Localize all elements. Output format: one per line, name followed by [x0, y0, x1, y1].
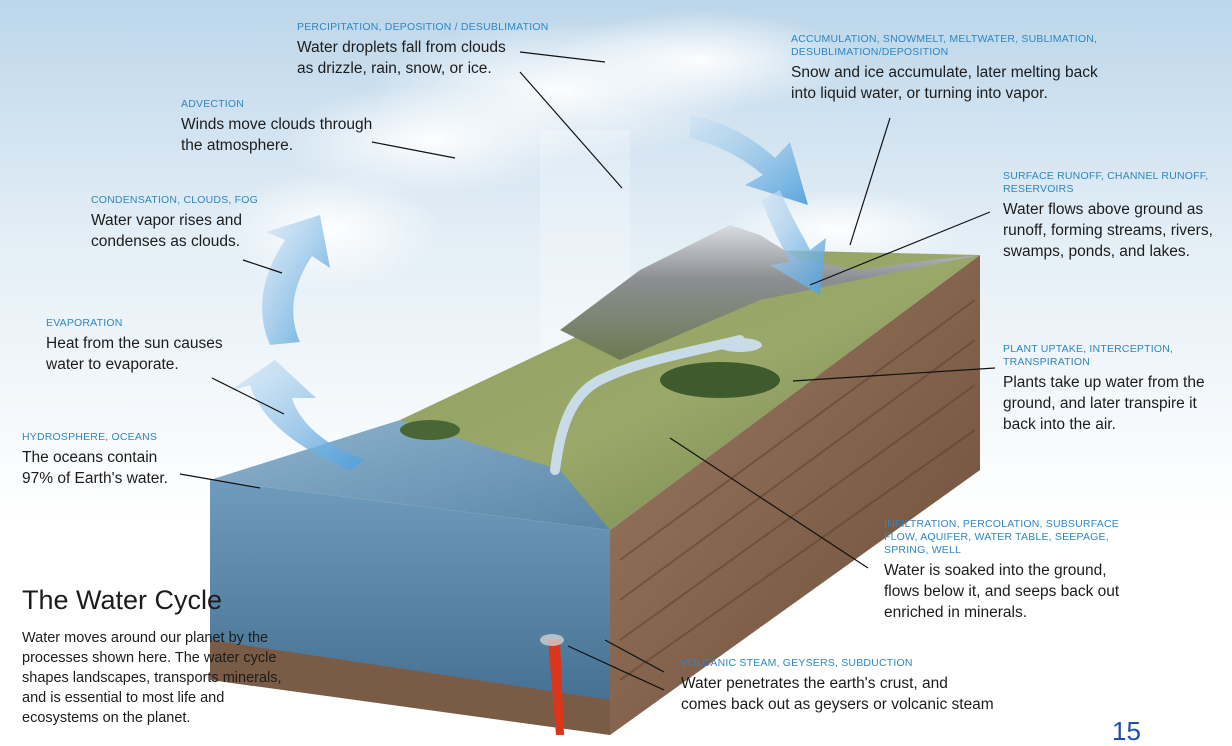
label-accumulation-heading: ACCUMULATION, SNOWMELT, MELTWATER, SUBLI… [791, 33, 1098, 58]
label-runoff: SURFACE RUNOFF, CHANNEL RUNOFF, RESERVOI… [1003, 170, 1213, 262]
label-hydrosphere-heading: HYDROSPHERE, OCEANS [22, 431, 158, 443]
label-plant-heading: PLANT UPTAKE, INTERCEPTION, TRANSPIRATIO… [1003, 343, 1174, 368]
page-number: 15 [1112, 716, 1141, 746]
label-evaporation-text: Heat from the sun causes water to evapor… [46, 335, 223, 373]
cycle-arrows [228, 115, 826, 470]
label-evaporation: EVAPORATION Heat from the sun causes wat… [46, 317, 223, 375]
label-infiltration-text: Water is soaked into the ground, flows b… [884, 562, 1120, 621]
label-volcanic: VOLCANIC STEAM, GEYSERS, SUBDUCTION Wate… [681, 657, 994, 715]
leader-lines [179, 51, 996, 691]
label-accumulation: ACCUMULATION, SNOWMELT, MELTWATER, SUBLI… [791, 33, 1098, 104]
diagram-intro: Water moves around our planet by the pro… [22, 630, 282, 726]
label-condensation: CONDENSATION, CLOUDS, FOG Water vapor ri… [91, 194, 258, 252]
label-plant: PLANT UPTAKE, INTERCEPTION, TRANSPIRATIO… [1003, 343, 1205, 435]
label-condensation-text: Water vapor rises and condenses as cloud… [91, 212, 243, 250]
label-condensation-heading: CONDENSATION, CLOUDS, FOG [91, 194, 258, 206]
label-volcanic-text: Water penetrates the earth's crust, and … [681, 675, 994, 713]
label-advection-heading: ADVECTION [181, 98, 245, 110]
label-precipitation: PERCIPITATION, DEPOSITION / DESUBLIMATIO… [297, 21, 548, 79]
label-precipitation-heading: PERCIPITATION, DEPOSITION / DESUBLIMATIO… [297, 21, 549, 33]
label-advection: ADVECTION Winds move clouds through the … [181, 98, 372, 156]
ocean-surface [210, 420, 610, 530]
diagram-title: The Water Cycle [22, 585, 223, 615]
label-plant-text: Plants take up water from the ground, an… [1003, 374, 1205, 433]
label-runoff-heading: SURFACE RUNOFF, CHANNEL RUNOFF, RESERVOI… [1003, 170, 1209, 195]
lava [548, 640, 564, 735]
label-hydrosphere-text: The oceans contain 97% of Earth's water. [22, 449, 168, 487]
river [550, 335, 745, 475]
label-volcanic-heading: VOLCANIC STEAM, GEYSERS, SUBDUCTION [681, 657, 913, 669]
label-precipitation-text: Water droplets fall from clouds as drizz… [297, 39, 506, 77]
label-infiltration: INFILTRATION, PERCOLATION, SUBSURFACE FL… [884, 518, 1119, 623]
label-runoff-text: Water flows above ground as runoff, form… [1003, 201, 1213, 260]
label-accumulation-text: Snow and ice accumulate, later melting b… [791, 64, 1098, 102]
mountain [560, 225, 980, 360]
label-infiltration-heading: INFILTRATION, PERCOLATION, SUBSURFACE FL… [884, 518, 1119, 556]
forest [660, 362, 780, 398]
label-hydrosphere: HYDROSPHERE, OCEANS The oceans contain 9… [22, 431, 168, 489]
label-advection-text: Winds move clouds through the atmosphere… [181, 116, 373, 154]
label-evaporation-heading: EVAPORATION [46, 317, 123, 329]
